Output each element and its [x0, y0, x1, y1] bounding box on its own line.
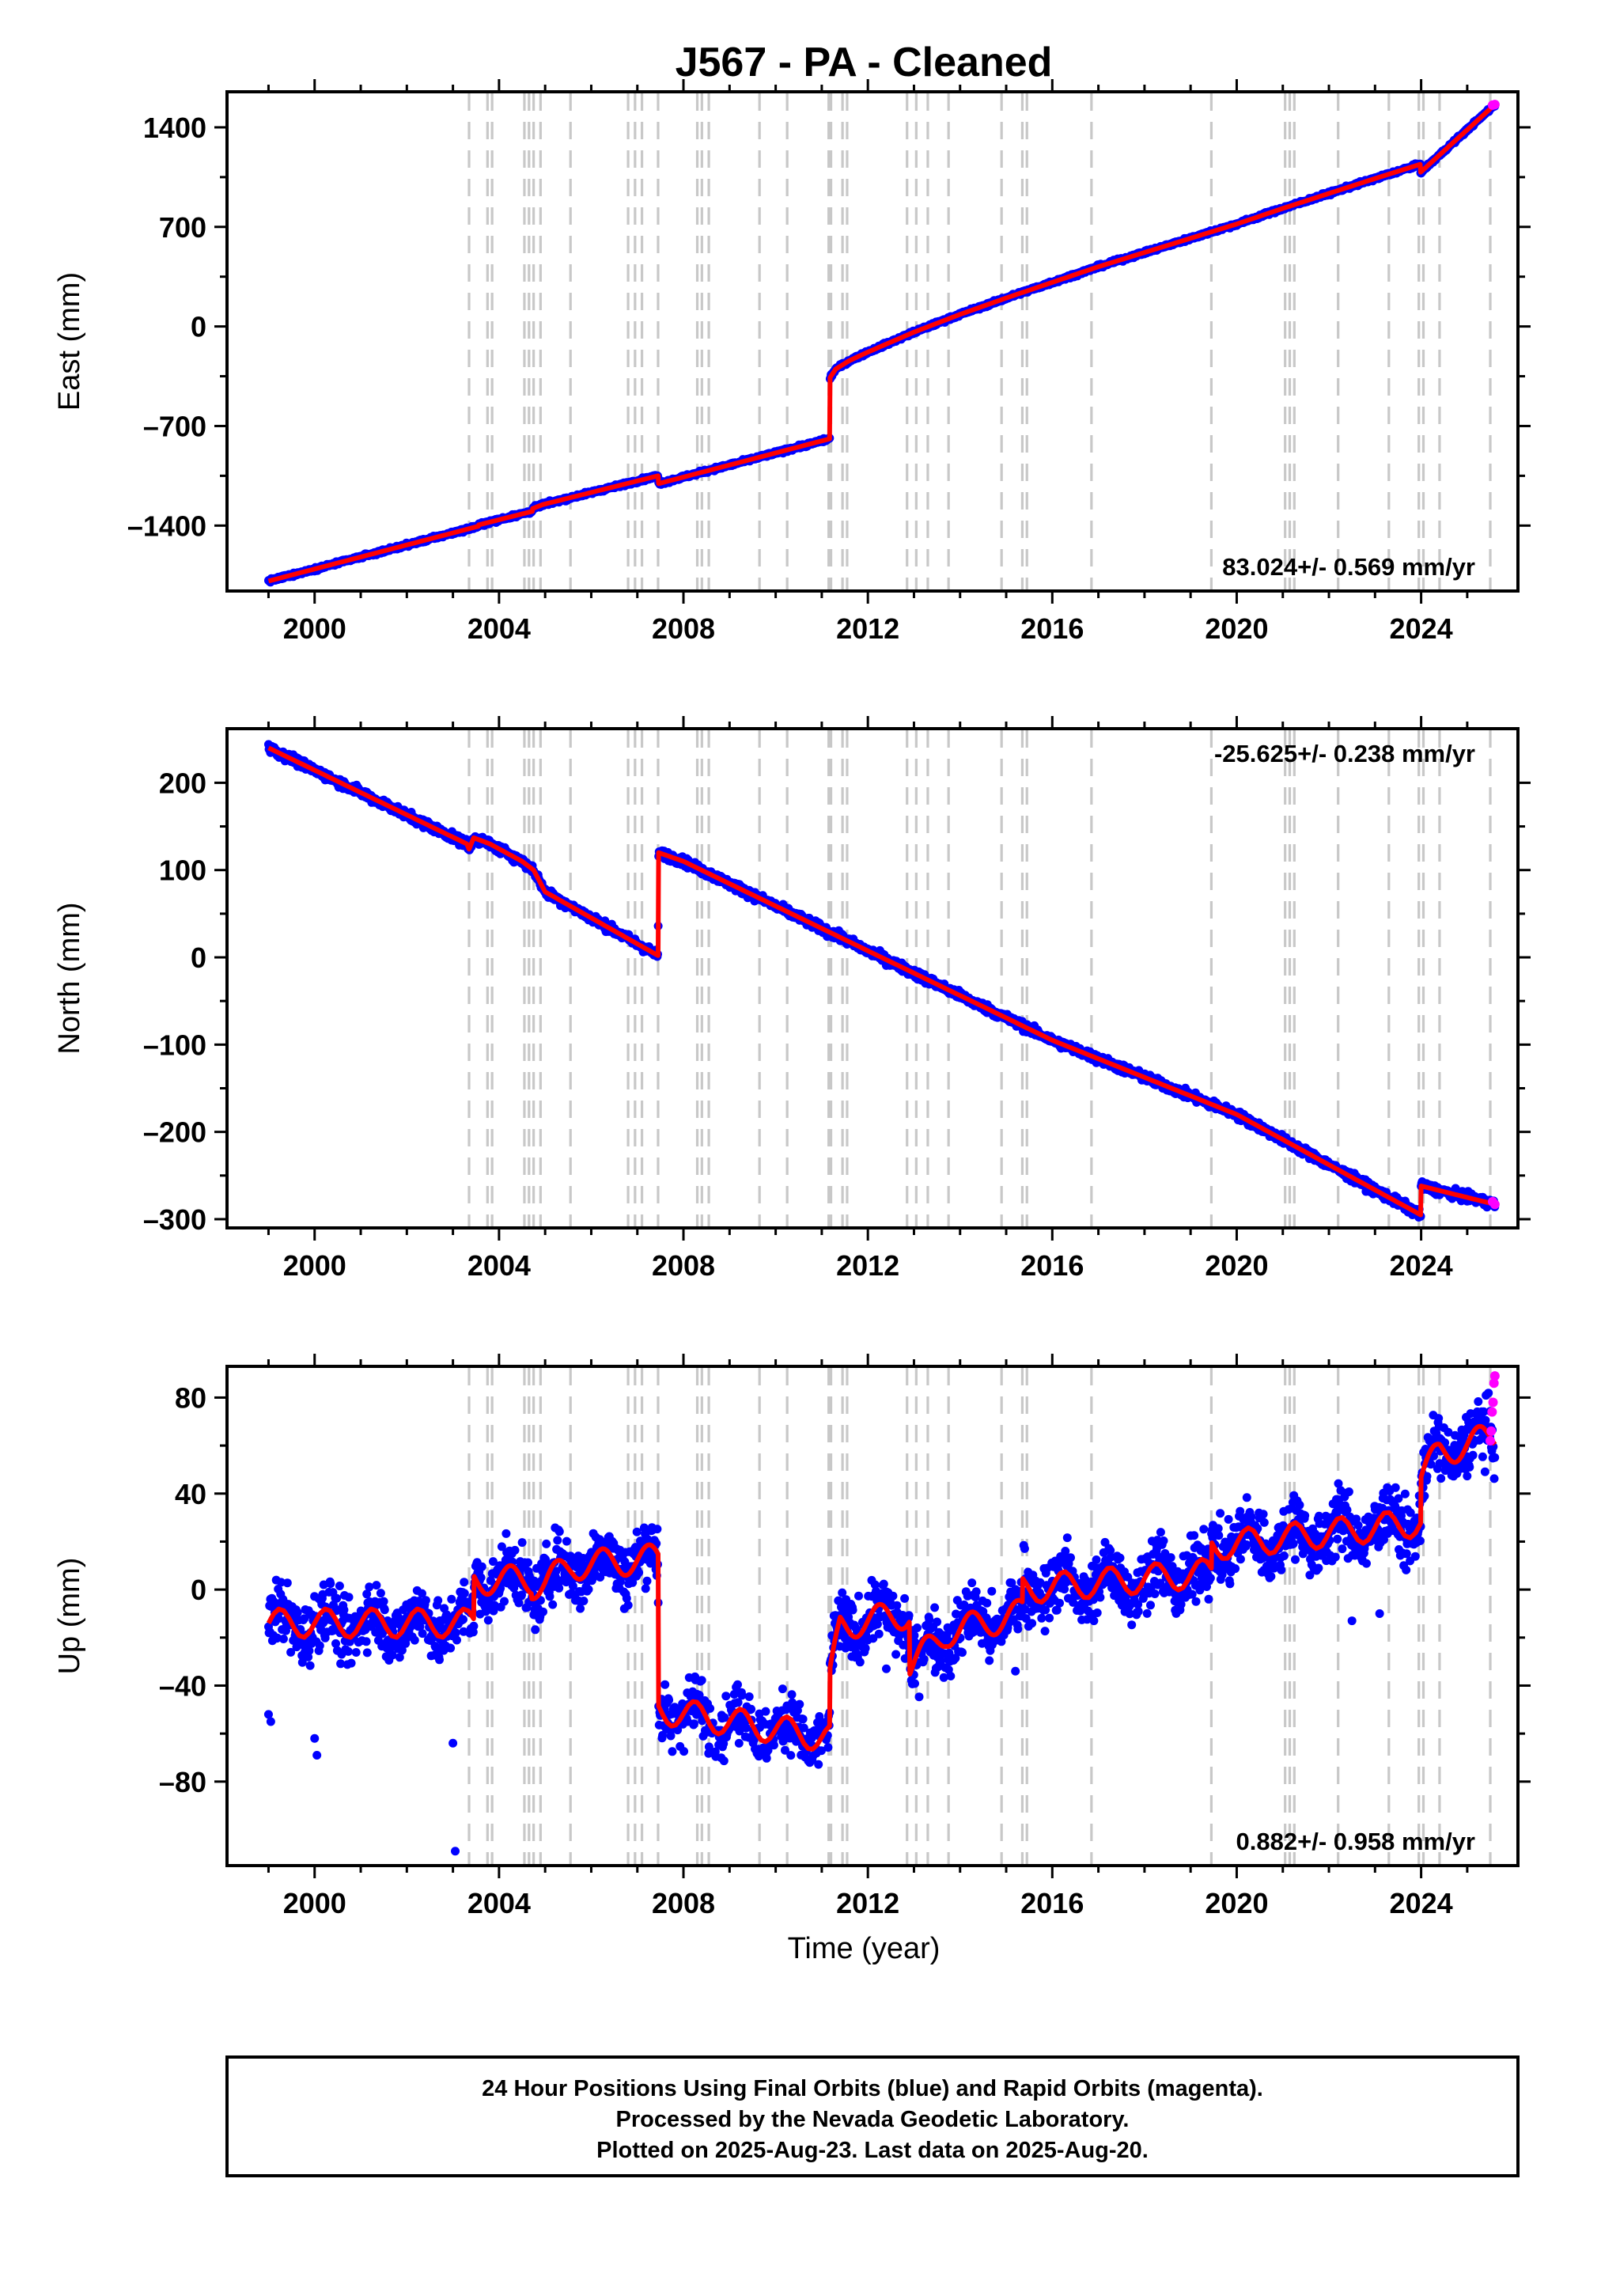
rate-label: 83.024+/- 0.569 mm/yr — [1222, 553, 1475, 581]
x-tick-label: 2016 — [1020, 612, 1084, 645]
y-tick-label: –1400 — [127, 510, 206, 542]
y-axis-label: East (mm) — [53, 272, 86, 411]
panel-east: 2000 2004 2008 2012 2016 2020 2024 –1400 –700 0 70… — [53, 79, 1531, 645]
figure-title: J567 - PA - Cleaned — [676, 40, 1053, 85]
x-tick-label: 2000 — [283, 612, 346, 645]
x-tick-label: 2012 — [836, 612, 899, 645]
y-tick-label: 700 — [159, 211, 206, 244]
x-tick-label: 2004 — [467, 612, 531, 645]
y-tick-label: –700 — [143, 410, 206, 442]
rapid-point — [1489, 100, 1500, 110]
y-tick-label: 1400 — [143, 112, 206, 144]
y-tick-label: 0 — [191, 311, 206, 343]
x-tick-label: 2008 — [652, 612, 715, 645]
panels: 2000 2004 2008 2012 2016 2020 2024 –1400 –700 0 70… — [53, 79, 1531, 1919]
x-tick-label: 2024 — [1390, 612, 1453, 645]
x-tick-label: 2020 — [1205, 612, 1268, 645]
